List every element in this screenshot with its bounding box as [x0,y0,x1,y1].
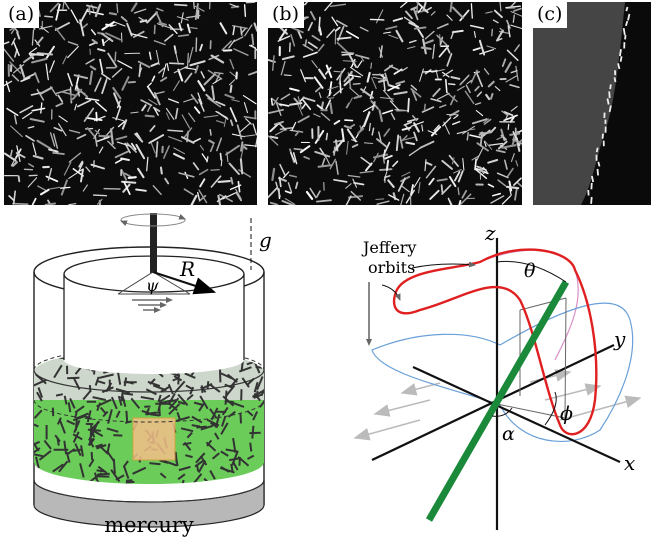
annotation-line1: Jeffery [361,238,416,257]
annotation-line2: orbits [368,258,415,277]
shear-flow-arrows [353,369,642,441]
jeffery-orbit-diagram: z y x θ ϕ α Jeffery orbits [353,221,642,530]
orbit-blue [371,302,634,442]
drive-shaft [150,213,157,273]
tracer-region [132,417,176,461]
fiber-image-c [581,2,651,205]
couette-apparatus: R ψ g mercury [33,213,272,537]
fiber-image-a [4,2,257,205]
orbit-red [392,248,598,436]
fiber-image-b [268,2,522,205]
annotation-arrow-2 [381,284,401,301]
radius-arrow [152,270,217,295]
mercury-label: mercury [104,513,194,537]
alpha-label: α [502,423,515,445]
annotation-arrow-1 [411,261,476,269]
panel-label-a: (a) [4,2,40,28]
radius-label: R [179,257,195,281]
micrograph-b: (b) [268,2,522,205]
micrograph-a: (a) [4,2,257,205]
theta-label: θ [524,260,536,282]
fluid-surface-front [33,369,265,393]
y-label: y [613,327,626,351]
phi-arc [544,391,557,426]
phi-label: ϕ [560,403,573,425]
panel-label-c: (c) [533,2,568,28]
fiber-rod [425,280,570,522]
alpha-arc [491,407,513,417]
gravity-label: g [259,228,272,252]
z-label: z [484,221,496,245]
angle-label: ψ [146,276,159,295]
x-axis [412,366,621,463]
theta-arc [496,260,567,283]
panel-label-b: (b) [268,2,304,28]
schematic-figure: R ψ g mercury [33,213,642,537]
micrograph-c: (c) [533,2,651,205]
x-label: x [624,451,635,475]
